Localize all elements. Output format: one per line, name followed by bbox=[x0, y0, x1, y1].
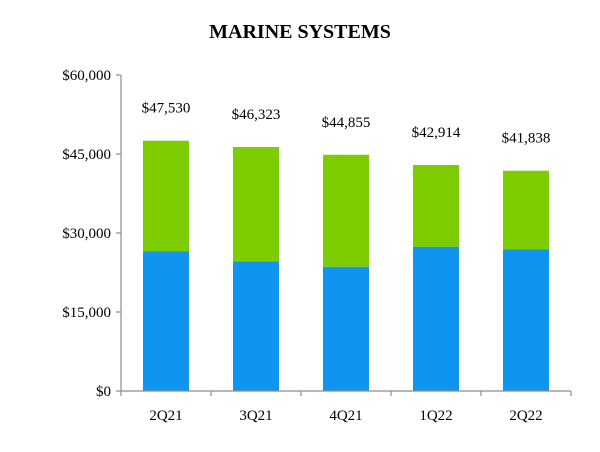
x-tick-label-1Q22: 1Q22 bbox=[419, 408, 452, 424]
y-axis: $0 $15,000 $30,000 $45,000 $60,000 bbox=[62, 68, 122, 400]
data-label-2Q22: $41,838 bbox=[502, 131, 551, 147]
bars-group bbox=[143, 140, 549, 391]
bar-segment-2-2Q22 bbox=[503, 170, 549, 250]
y-tick-label-2: $30,000 bbox=[62, 226, 111, 242]
bar-segment-1-3Q21 bbox=[233, 261, 279, 391]
x-tick-label-2Q22: 2Q22 bbox=[509, 408, 542, 424]
chart-title: MARINE SYSTEMS bbox=[209, 21, 391, 43]
data-label-4Q21: $44,855 bbox=[322, 115, 371, 131]
bar-segment-1-2Q22 bbox=[503, 249, 549, 391]
bar-segment-2-1Q22 bbox=[413, 165, 459, 247]
x-axis: 2Q21 3Q21 4Q21 1Q22 2Q22 bbox=[120, 390, 572, 424]
bar-segment-1-1Q22 bbox=[413, 246, 459, 391]
data-label-3Q21: $46,323 bbox=[232, 107, 281, 123]
data-label-2Q21: $47,530 bbox=[142, 101, 191, 117]
data-labels-group: $47,530 $46,323 $44,855 $42,914 $41,838 bbox=[142, 101, 551, 147]
x-tick-label-2Q21: 2Q21 bbox=[149, 408, 182, 424]
y-tick-label-1: $15,000 bbox=[62, 305, 111, 321]
bar-segment-2-3Q21 bbox=[233, 147, 279, 262]
bar-segment-1-2Q21 bbox=[143, 251, 189, 391]
bar-segment-1-4Q21 bbox=[323, 266, 369, 391]
x-tick-label-3Q21: 3Q21 bbox=[239, 408, 272, 424]
y-tick-label-4: $60,000 bbox=[62, 68, 111, 84]
bar-segment-2-4Q21 bbox=[323, 154, 369, 267]
x-tick-label-4Q21: 4Q21 bbox=[329, 408, 362, 424]
data-label-1Q22: $42,914 bbox=[412, 125, 461, 141]
y-tick-label-3: $45,000 bbox=[62, 147, 111, 163]
y-tick-label-0: $0 bbox=[96, 384, 111, 400]
bar-segment-2-2Q21 bbox=[143, 140, 189, 252]
